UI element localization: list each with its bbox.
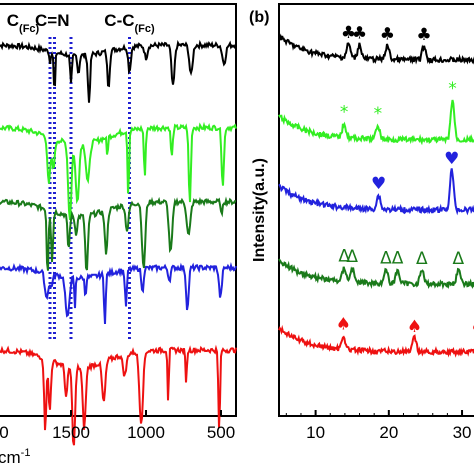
panel-a-frame bbox=[0, 3, 237, 417]
xrd-series-4 bbox=[278, 258, 474, 290]
peak-marker: ♣ bbox=[352, 23, 367, 43]
ftir-series-2 bbox=[0, 121, 237, 221]
peak-marker: Δ bbox=[392, 249, 404, 269]
peak-marker: * bbox=[340, 102, 349, 122]
peak-marker: ♠ bbox=[336, 314, 351, 334]
xrd-series-2 bbox=[278, 99, 474, 146]
x-tick-label: 20 bbox=[379, 423, 398, 442]
peak-marker: ♣ bbox=[341, 23, 356, 43]
panel-a-ftir: 1500 1000 500 C(Fc)C=N C-C(Fc) 0 cm-1 bbox=[0, 3, 237, 467]
xrd-series-1 bbox=[278, 33, 474, 65]
peak-marker: Δ bbox=[416, 249, 428, 269]
xrd-series-5 bbox=[278, 324, 474, 358]
x-tick-label: 1000 bbox=[127, 423, 165, 442]
peak-marker: ♥ bbox=[444, 149, 459, 169]
peak-marker: ♠ bbox=[407, 317, 422, 337]
peak-marker: * bbox=[374, 104, 383, 124]
peak-marker: ♠ bbox=[471, 317, 474, 337]
peak-marker: Δ bbox=[380, 248, 392, 268]
panel-a-annotations: C(Fc)C=N C-C(Fc) bbox=[7, 11, 155, 35]
band-annotation: C(Fc) bbox=[7, 11, 40, 35]
xrd-series-3 bbox=[278, 168, 474, 216]
panel-b-label: (b) bbox=[249, 9, 269, 26]
x-tick-label: 1500 bbox=[52, 423, 90, 442]
panel-b-frame bbox=[278, 3, 474, 417]
panel-a-x-axis-label: cm-1 bbox=[0, 447, 30, 467]
x-tick-label: 10 bbox=[306, 423, 325, 442]
panel-a-left-partial-tick: 0 bbox=[0, 423, 9, 442]
ftir-series-1 bbox=[0, 39, 237, 103]
peak-marker: * bbox=[448, 79, 457, 99]
peak-marker: Δ bbox=[346, 247, 358, 267]
ftir-series-5 bbox=[0, 344, 237, 446]
panel-a-series bbox=[0, 39, 237, 446]
x-tick-label: 500 bbox=[207, 423, 235, 442]
panel-b-y-axis-label: Intensity(a.u.) bbox=[251, 158, 268, 262]
panel-b-x-ticks: 10 20 30 bbox=[285, 410, 472, 442]
band-annotation: C-C(Fc) bbox=[104, 11, 155, 35]
x-tick-label: 30 bbox=[453, 423, 472, 442]
panel-a-x-ticks: 1500 1000 500 bbox=[52, 410, 235, 442]
peak-marker: ♣ bbox=[380, 24, 395, 44]
peak-marker: ♣ bbox=[416, 25, 431, 45]
peak-marker: Δ bbox=[338, 246, 350, 266]
panel-b-series bbox=[278, 33, 474, 358]
ftir-series-4 bbox=[0, 262, 237, 325]
ftir-series-3 bbox=[0, 196, 237, 271]
band-annotation: C=N bbox=[35, 11, 69, 30]
panel-a-guide-lines bbox=[48, 36, 131, 342]
peak-marker: ♥ bbox=[371, 174, 386, 194]
peak-marker: Δ bbox=[453, 249, 465, 269]
